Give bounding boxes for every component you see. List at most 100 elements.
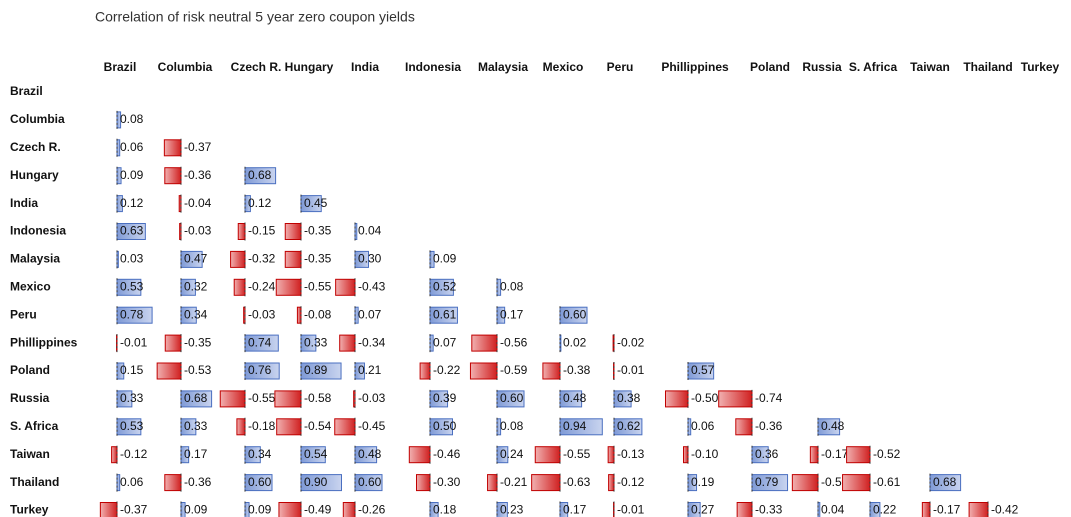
cell-value: -0.59 bbox=[500, 363, 528, 377]
cell-value: 0.19 bbox=[691, 475, 715, 489]
cell-value: 0.39 bbox=[433, 391, 457, 405]
cell-value: 0.60 bbox=[500, 391, 524, 405]
cell-value: -0.52 bbox=[873, 447, 901, 461]
negative-bar bbox=[683, 446, 689, 464]
cell-value: 0.08 bbox=[120, 112, 144, 126]
cell-value: 0.06 bbox=[120, 475, 144, 489]
negative-bar bbox=[531, 474, 561, 492]
negative-bar bbox=[842, 474, 871, 492]
negative-bar bbox=[276, 418, 302, 436]
negative-bar bbox=[99, 502, 118, 517]
cell-value: 0.09 bbox=[120, 168, 144, 182]
column-header: Columbia bbox=[158, 60, 213, 74]
negative-bar bbox=[419, 362, 431, 380]
cell-value: 0.79 bbox=[755, 475, 779, 489]
column-header: Brazil bbox=[104, 60, 137, 74]
negative-bar bbox=[335, 278, 356, 296]
negative-bar bbox=[236, 418, 246, 436]
cell-value: -0.01 bbox=[617, 503, 645, 517]
column-header: Indonesia bbox=[405, 60, 461, 74]
row-header: Hungary bbox=[10, 168, 59, 182]
column-header: Mexico bbox=[543, 60, 584, 74]
cell-value: 0.36 bbox=[755, 447, 779, 461]
column-header: Taiwan bbox=[910, 60, 950, 74]
row-header: Thailand bbox=[10, 475, 59, 489]
row-header: Peru bbox=[10, 307, 37, 321]
cell-value: -0.12 bbox=[617, 475, 645, 489]
cell-value: 0.07 bbox=[358, 307, 382, 321]
negative-bar bbox=[608, 474, 615, 492]
cell-value: -0.50 bbox=[691, 391, 719, 405]
cell-value: 0.17 bbox=[500, 307, 524, 321]
cell-value: -0.57 bbox=[821, 475, 849, 489]
cell-value: -0.46 bbox=[433, 447, 461, 461]
column-header: Poland bbox=[750, 60, 790, 74]
row-header: Poland bbox=[10, 363, 50, 377]
cell-value: -0.32 bbox=[248, 252, 276, 266]
cell-value: 0.17 bbox=[563, 503, 587, 517]
cell-value: 0.21 bbox=[358, 363, 382, 377]
cell-value: 0.33 bbox=[304, 335, 328, 349]
cell-value: -0.53 bbox=[184, 363, 212, 377]
negative-bar bbox=[339, 334, 356, 352]
title: Correlation of risk neutral 5 year zero … bbox=[95, 9, 415, 25]
negative-bar bbox=[219, 390, 246, 408]
row-header: India bbox=[10, 196, 38, 210]
cell-value: -0.03 bbox=[248, 307, 276, 321]
cell-value: 0.63 bbox=[120, 224, 144, 238]
negative-bar bbox=[164, 334, 182, 352]
cell-value: 0.02 bbox=[563, 335, 587, 349]
negative-bar bbox=[846, 446, 871, 464]
cell-value: -0.02 bbox=[617, 335, 645, 349]
column-header: Czech R. bbox=[231, 60, 282, 74]
cell-value: 0.04 bbox=[821, 503, 845, 517]
column-header: Russia bbox=[802, 60, 842, 74]
cell-value: -0.54 bbox=[304, 419, 332, 433]
negative-bar bbox=[921, 502, 931, 517]
cell-value: -0.34 bbox=[358, 335, 386, 349]
cell-value: -0.17 bbox=[821, 447, 849, 461]
cell-value: 0.45 bbox=[304, 196, 328, 210]
column-header: Turkey bbox=[1021, 60, 1060, 74]
row-header: Mexico bbox=[10, 279, 51, 293]
cell-value: -0.55 bbox=[563, 447, 591, 461]
cell-value: 0.61 bbox=[433, 307, 457, 321]
cell-value: 0.09 bbox=[248, 503, 272, 517]
negative-bar bbox=[164, 167, 182, 185]
cell-value: -0.45 bbox=[358, 419, 386, 433]
cell-value: 0.09 bbox=[184, 503, 208, 517]
cell-value: 0.03 bbox=[120, 252, 144, 266]
cell-value: -0.35 bbox=[304, 224, 332, 238]
cell-value: -0.30 bbox=[433, 475, 461, 489]
negative-bar bbox=[230, 250, 246, 268]
cell-value: -0.12 bbox=[120, 447, 148, 461]
cell-value: 0.76 bbox=[248, 363, 272, 377]
cell-value: -0.61 bbox=[873, 475, 901, 489]
cell-value: -0.37 bbox=[184, 140, 212, 154]
cell-value: -0.01 bbox=[120, 335, 148, 349]
row-header: Phillippines bbox=[10, 335, 78, 349]
row-header: Brazil bbox=[10, 84, 43, 98]
cell-value: 0.30 bbox=[358, 252, 382, 266]
cell-value: 0.38 bbox=[617, 391, 641, 405]
negative-bar bbox=[718, 390, 753, 408]
negative-bar bbox=[164, 474, 182, 492]
cell-value: -0.08 bbox=[304, 307, 332, 321]
row-header: Indonesia bbox=[10, 224, 66, 238]
row-header: Czech R. bbox=[10, 140, 61, 154]
negative-bar bbox=[487, 474, 498, 492]
column-header: Peru bbox=[607, 60, 634, 74]
negative-bar bbox=[275, 278, 302, 296]
cell-value: 0.23 bbox=[500, 503, 524, 517]
row-header: Turkey bbox=[10, 503, 49, 517]
cell-value: -0.49 bbox=[304, 503, 332, 517]
cell-value: -0.58 bbox=[304, 391, 332, 405]
cell-value: 0.60 bbox=[358, 475, 382, 489]
negative-bar bbox=[342, 502, 356, 517]
column-header: Thailand bbox=[963, 60, 1012, 74]
cell-value: -0.55 bbox=[304, 279, 332, 293]
negative-bar bbox=[237, 223, 246, 240]
cell-value: 0.22 bbox=[873, 503, 897, 517]
cell-value: -0.17 bbox=[933, 503, 961, 517]
